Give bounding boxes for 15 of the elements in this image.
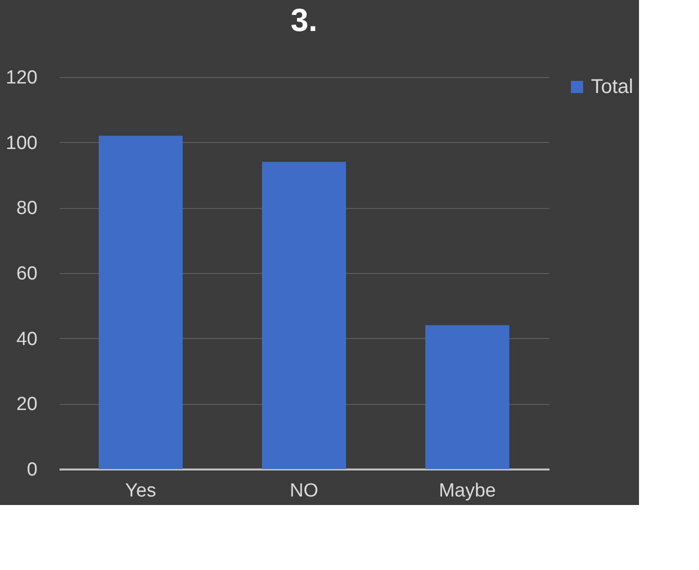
- y-tick-label: 60: [16, 264, 38, 284]
- chart-title: 3.: [290, 2, 318, 38]
- legend-label: Total: [591, 76, 634, 98]
- x-tick-label: NO: [290, 480, 318, 502]
- x-tick-label: Yes: [125, 480, 156, 502]
- bar: [262, 162, 346, 469]
- x-tick-label: Maybe: [438, 480, 496, 502]
- y-tick-label: 100: [6, 132, 38, 154]
- y-tick-label: 20: [16, 394, 38, 416]
- y-tick-label: 80: [16, 198, 38, 220]
- bar: [425, 325, 510, 469]
- y-tick-label: 120: [6, 68, 38, 88]
- y-tick-label: 0: [26, 460, 38, 480]
- bar: [98, 136, 183, 469]
- y-tick-label: 40: [16, 328, 38, 350]
